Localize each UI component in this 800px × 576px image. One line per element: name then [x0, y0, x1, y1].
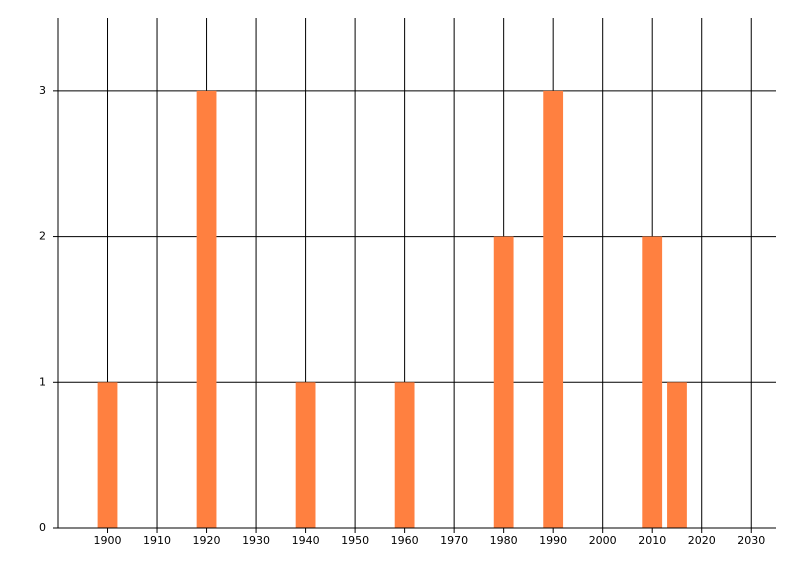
bar: [642, 236, 663, 529]
bar: [295, 382, 316, 528]
x-tick-label: 1970: [440, 534, 468, 547]
bar: [667, 382, 687, 528]
x-tick-label: 2020: [688, 534, 716, 547]
bar: [493, 236, 514, 529]
bar: [394, 382, 415, 528]
bar: [196, 90, 217, 528]
bar: [97, 382, 118, 528]
x-tick-label: 1910: [143, 534, 171, 547]
bar: [543, 90, 564, 528]
x-tick-label: 2010: [638, 534, 666, 547]
x-tick-label: 1960: [391, 534, 419, 547]
x-tick-label: 1990: [539, 534, 567, 547]
x-tick-label: 1980: [490, 534, 518, 547]
y-tick-label: 3: [39, 84, 46, 97]
x-tick-label: 1920: [193, 534, 221, 547]
x-tick-label: 1930: [242, 534, 270, 547]
x-tick-label: 2030: [737, 534, 765, 547]
x-tick-label: 1900: [94, 534, 122, 547]
y-tick-label: 2: [39, 230, 46, 243]
y-tick-label: 1: [39, 375, 46, 388]
x-tick-label: 1950: [341, 534, 369, 547]
y-tick-label: 0: [39, 521, 46, 534]
x-tick-label: 2000: [589, 534, 617, 547]
x-tick-label: 1940: [292, 534, 320, 547]
